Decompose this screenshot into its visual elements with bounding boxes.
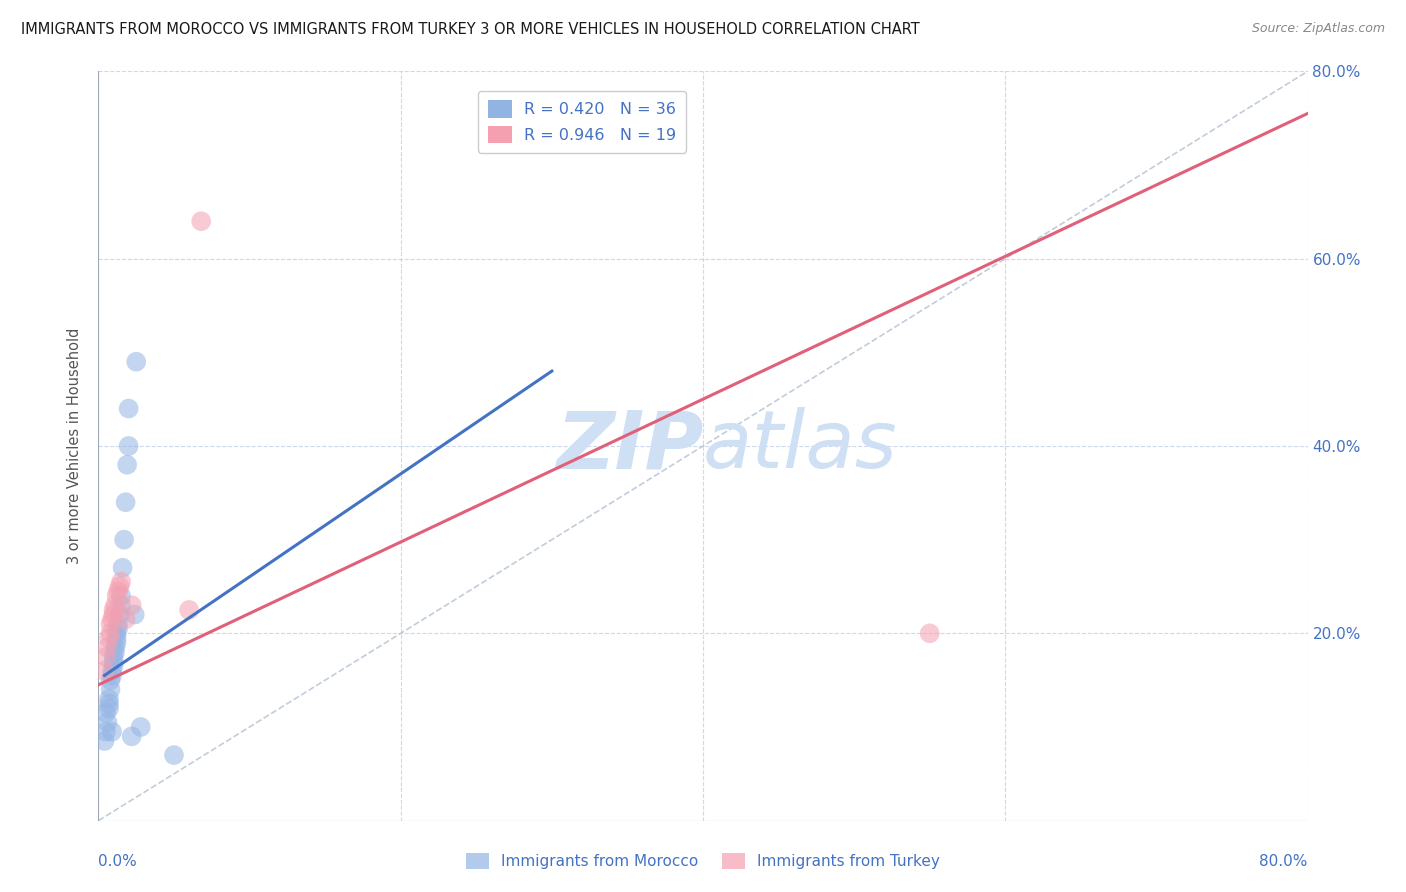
Point xyxy=(104,645,127,659)
Text: atlas: atlas xyxy=(703,407,898,485)
Point xyxy=(114,495,136,509)
Point xyxy=(111,561,134,575)
Point xyxy=(107,617,129,632)
Point xyxy=(100,673,122,688)
Point xyxy=(124,607,146,622)
Point xyxy=(94,706,117,720)
Point xyxy=(105,631,128,645)
Point xyxy=(103,659,125,673)
Point xyxy=(190,214,212,228)
Point xyxy=(108,580,131,594)
Point xyxy=(103,607,125,622)
Legend: R = 0.420   N = 36, R = 0.946   N = 19: R = 0.420 N = 36, R = 0.946 N = 19 xyxy=(478,91,686,153)
Text: 80.0%: 80.0% xyxy=(1260,855,1308,870)
Point xyxy=(105,626,128,640)
Point xyxy=(918,626,941,640)
Point xyxy=(107,584,129,599)
Point xyxy=(107,622,129,636)
Point xyxy=(104,640,127,655)
Point xyxy=(93,734,115,748)
Point xyxy=(129,720,152,734)
Point xyxy=(125,355,148,369)
Point xyxy=(94,649,117,664)
Point xyxy=(100,617,122,632)
Point xyxy=(103,603,125,617)
Point xyxy=(103,655,125,669)
Point xyxy=(163,747,186,762)
Point xyxy=(98,692,121,706)
Point xyxy=(98,631,121,645)
Text: IMMIGRANTS FROM MOROCCO VS IMMIGRANTS FROM TURKEY 3 OR MORE VEHICLES IN HOUSEHOL: IMMIGRANTS FROM MOROCCO VS IMMIGRANTS FR… xyxy=(21,22,920,37)
Point xyxy=(101,664,124,678)
Point xyxy=(115,458,138,472)
Point xyxy=(121,730,143,744)
Point xyxy=(94,724,117,739)
Legend: Immigrants from Morocco, Immigrants from Turkey: Immigrants from Morocco, Immigrants from… xyxy=(460,847,946,875)
Point xyxy=(105,635,128,649)
Point xyxy=(110,589,132,603)
Point xyxy=(98,701,121,715)
Point xyxy=(108,607,131,622)
Point xyxy=(100,682,122,697)
Point xyxy=(100,626,122,640)
Point xyxy=(101,724,124,739)
Point xyxy=(96,640,118,655)
Point xyxy=(101,612,124,626)
Point xyxy=(96,715,118,730)
Point xyxy=(101,668,124,682)
Point xyxy=(112,533,135,547)
Point xyxy=(104,599,127,613)
Y-axis label: 3 or more Vehicles in Household: 3 or more Vehicles in Household xyxy=(67,328,83,564)
Point xyxy=(110,599,132,613)
Point xyxy=(114,612,136,626)
Point xyxy=(110,574,132,589)
Point xyxy=(93,664,115,678)
Text: Source: ZipAtlas.com: Source: ZipAtlas.com xyxy=(1251,22,1385,36)
Point xyxy=(179,603,201,617)
Point xyxy=(121,599,143,613)
Point xyxy=(118,401,141,416)
Text: 0.0%: 0.0% xyxy=(98,855,138,870)
Point xyxy=(103,649,125,664)
Point xyxy=(118,439,141,453)
Point xyxy=(105,589,128,603)
Text: ZIP: ZIP xyxy=(555,407,703,485)
Point xyxy=(98,697,121,711)
